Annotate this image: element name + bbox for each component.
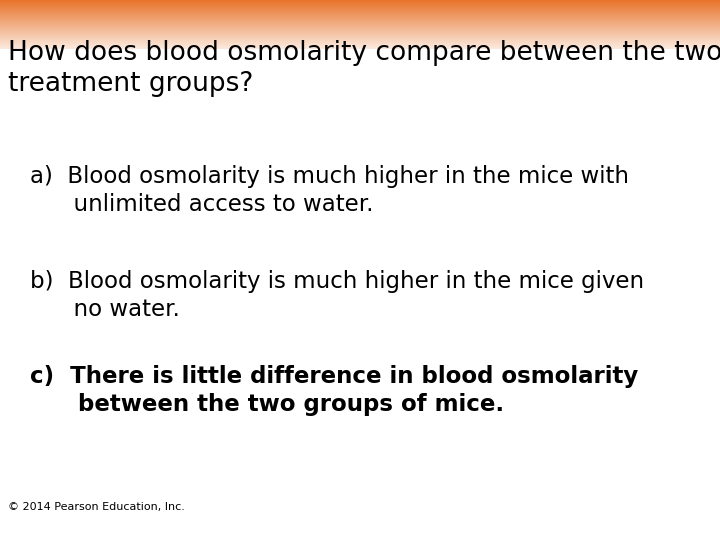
Text: b)  Blood osmolarity is much higher in the mice given
      no water.: b) Blood osmolarity is much higher in th… bbox=[30, 270, 644, 321]
Text: © 2014 Pearson Education, Inc.: © 2014 Pearson Education, Inc. bbox=[8, 502, 185, 512]
Text: How does blood osmolarity compare between the two
treatment groups?: How does blood osmolarity compare betwee… bbox=[8, 40, 720, 97]
Text: c)  There is little difference in blood osmolarity
      between the two groups : c) There is little difference in blood o… bbox=[30, 365, 638, 416]
Text: a)  Blood osmolarity is much higher in the mice with
      unlimited access to w: a) Blood osmolarity is much higher in th… bbox=[30, 165, 629, 217]
